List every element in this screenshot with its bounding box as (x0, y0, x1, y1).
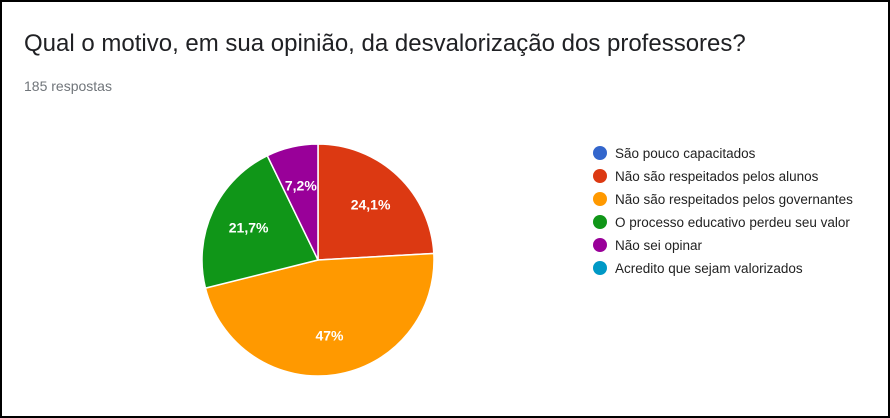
legend-item: Não sei opinar (593, 236, 863, 255)
pie-slice-2 (204, 252, 435, 377)
legend-label: Acredito que sejam valorizados (615, 261, 803, 276)
legend-label: Não sei opinar (615, 238, 703, 253)
legend-item: São pouco capacitados (593, 144, 863, 163)
legend-item: Não são respeitados pelos alunos (593, 167, 863, 186)
legend-label: O processo educativo perdeu seu valor (615, 215, 850, 230)
legend-label: Não são respeitados pelos governantes (615, 192, 853, 207)
chart-legend: São pouco capacitados Não são respeitados… (593, 144, 863, 282)
pie-slices (201, 143, 435, 377)
legend-label: Não são respeitados pelos alunos (615, 169, 819, 184)
legend-swatch (593, 238, 607, 252)
pie-data-label-3: 21,7% (229, 220, 269, 236)
pie-slice-4 (266, 143, 319, 261)
pie-slice-3 (201, 154, 320, 290)
legend-item: O processo educativo perdeu seu valor (593, 213, 863, 232)
chart-title: Qual o motivo, em sua opinião, da desval… (24, 30, 746, 57)
pie-data-label-1: 24,1% (351, 196, 391, 212)
legend-swatch (593, 169, 607, 183)
pie-data-label-2: 47% (315, 328, 344, 344)
legend-swatch (593, 215, 607, 229)
pie-labels: 24,1% 47% 21,7% 7,2% (229, 177, 391, 343)
legend-swatch (593, 146, 607, 160)
legend-swatch (593, 192, 607, 206)
legend-label: São pouco capacitados (615, 146, 756, 161)
pie-slice-1 (317, 143, 435, 261)
response-count: 185 respostas (24, 78, 112, 94)
legend-swatch (593, 261, 607, 275)
pie-data-label-4: 7,2% (285, 177, 317, 193)
legend-item: Acredito que sejam valorizados (593, 259, 863, 278)
legend-item: Não são respeitados pelos governantes (593, 190, 863, 209)
